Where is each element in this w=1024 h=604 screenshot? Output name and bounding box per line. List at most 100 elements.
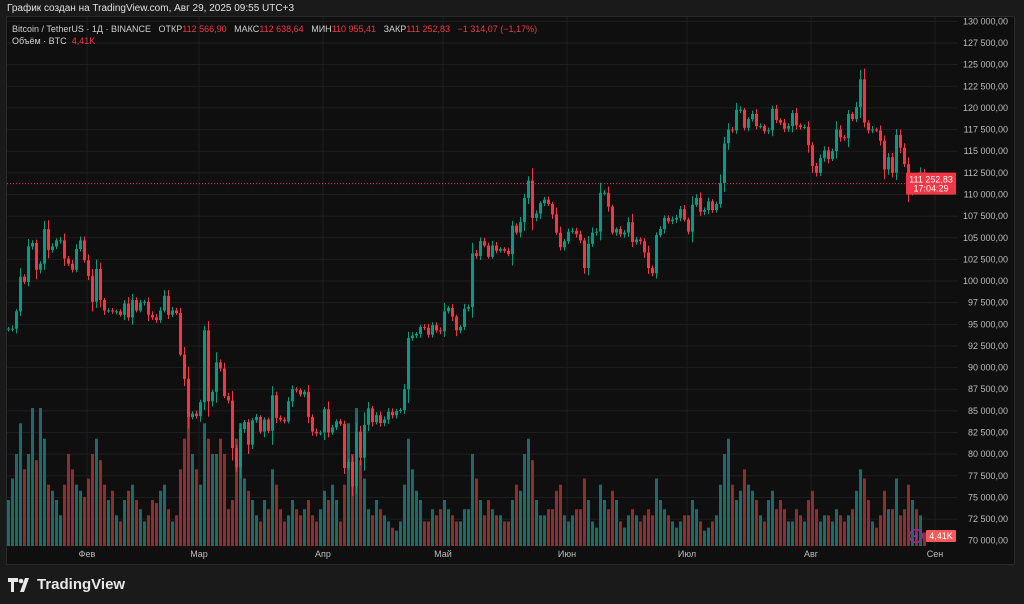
candle-body[interactable] bbox=[895, 134, 898, 173]
candle-body[interactable] bbox=[19, 276, 22, 312]
candle-body[interactable] bbox=[623, 232, 626, 235]
candle-body[interactable] bbox=[539, 203, 542, 214]
candle-body[interactable] bbox=[23, 276, 26, 282]
candle-body[interactable] bbox=[79, 240, 82, 250]
candle-body[interactable] bbox=[171, 310, 174, 315]
candle-body[interactable] bbox=[715, 204, 718, 211]
candle-body[interactable] bbox=[143, 301, 146, 303]
candle-body[interactable] bbox=[199, 402, 202, 417]
candle-body[interactable] bbox=[563, 241, 566, 248]
candle-body[interactable] bbox=[871, 129, 874, 131]
candle-body[interactable] bbox=[267, 419, 270, 431]
candle-body[interactable] bbox=[791, 113, 794, 127]
candle-body[interactable] bbox=[583, 240, 586, 269]
candle-body[interactable] bbox=[835, 129, 838, 152]
candle-body[interactable] bbox=[147, 301, 150, 315]
candle-body[interactable] bbox=[627, 222, 630, 233]
candle-body[interactable] bbox=[687, 219, 690, 232]
candle-body[interactable] bbox=[459, 326, 462, 331]
candle-body[interactable] bbox=[155, 317, 158, 320]
candle-body[interactable] bbox=[711, 201, 714, 211]
candle-body[interactable] bbox=[639, 239, 642, 242]
candle-body[interactable] bbox=[607, 192, 610, 207]
candle-body[interactable] bbox=[819, 158, 822, 173]
candle-body[interactable] bbox=[587, 243, 590, 269]
candle-body[interactable] bbox=[611, 206, 614, 233]
candle-body[interactable] bbox=[887, 157, 890, 170]
candle-body[interactable] bbox=[663, 217, 666, 230]
candle-body[interactable] bbox=[487, 245, 490, 257]
candle-body[interactable] bbox=[823, 150, 826, 159]
candle-body[interactable] bbox=[367, 408, 370, 425]
candle-body[interactable] bbox=[175, 310, 178, 314]
candle-body[interactable] bbox=[447, 307, 450, 312]
candle-body[interactable] bbox=[315, 431, 318, 434]
candle-body[interactable] bbox=[507, 250, 510, 255]
candle-body[interactable] bbox=[847, 113, 850, 139]
candle-body[interactable] bbox=[443, 311, 446, 332]
candle-body[interactable] bbox=[571, 230, 574, 232]
candle-body[interactable] bbox=[707, 201, 710, 211]
candle-body[interactable] bbox=[407, 338, 410, 390]
candle-body[interactable] bbox=[227, 396, 230, 401]
symbol-name[interactable]: Bitcoin / TetherUS · 1Д · BINANCE bbox=[12, 24, 151, 34]
candle-body[interactable] bbox=[111, 310, 114, 312]
candle-body[interactable] bbox=[235, 448, 238, 468]
candle-body[interactable] bbox=[107, 310, 110, 312]
candle-body[interactable] bbox=[303, 391, 306, 395]
candle-body[interactable] bbox=[659, 229, 662, 236]
candle-body[interactable] bbox=[735, 109, 738, 131]
candle-body[interactable] bbox=[63, 240, 66, 259]
candle-body[interactable] bbox=[211, 391, 214, 402]
candle-body[interactable] bbox=[559, 232, 562, 248]
candle-body[interactable] bbox=[131, 300, 134, 318]
candle-body[interactable] bbox=[603, 192, 606, 194]
candle-body[interactable] bbox=[327, 409, 330, 433]
candle-body[interactable] bbox=[247, 422, 250, 445]
candle-body[interactable] bbox=[575, 230, 578, 235]
candle-body[interactable] bbox=[555, 214, 558, 233]
candle-body[interactable] bbox=[243, 422, 246, 430]
candle-body[interactable] bbox=[435, 325, 438, 331]
candle-body[interactable] bbox=[191, 413, 194, 417]
candle-body[interactable] bbox=[87, 260, 90, 276]
candle-body[interactable] bbox=[179, 313, 182, 355]
candle-body[interactable] bbox=[475, 253, 478, 256]
candle-body[interactable] bbox=[263, 419, 266, 432]
candle-body[interactable] bbox=[67, 258, 70, 264]
candle-body[interactable] bbox=[903, 147, 906, 165]
candle-body[interactable] bbox=[695, 197, 698, 205]
candle-body[interactable] bbox=[379, 415, 382, 423]
candle-body[interactable] bbox=[295, 389, 298, 391]
candle-body[interactable] bbox=[39, 263, 42, 270]
candle-body[interactable] bbox=[59, 240, 62, 242]
candle-body[interactable] bbox=[451, 307, 454, 317]
candle-body[interactable] bbox=[15, 311, 18, 329]
candle-body[interactable] bbox=[183, 354, 186, 379]
candle-body[interactable] bbox=[899, 134, 902, 148]
candle-body[interactable] bbox=[259, 416, 262, 432]
candle-body[interactable] bbox=[231, 400, 234, 449]
candle-body[interactable] bbox=[83, 240, 86, 261]
candle-body[interactable] bbox=[31, 242, 34, 247]
candle-body[interactable] bbox=[119, 311, 122, 315]
candle-body[interactable] bbox=[647, 252, 650, 269]
candle-body[interactable] bbox=[743, 109, 746, 128]
candle-body[interactable] bbox=[399, 410, 402, 412]
candle-body[interactable] bbox=[355, 431, 358, 487]
candle-body[interactable] bbox=[499, 249, 502, 251]
candle-body[interactable] bbox=[95, 268, 98, 302]
candle-body[interactable] bbox=[515, 225, 518, 233]
candle-body[interactable] bbox=[655, 235, 658, 274]
candle-body[interactable] bbox=[519, 222, 522, 233]
candle-body[interactable] bbox=[71, 263, 74, 270]
candle-body[interactable] bbox=[75, 249, 78, 270]
candle-body[interactable] bbox=[811, 145, 814, 166]
candle-body[interactable] bbox=[679, 209, 682, 218]
volume-label[interactable]: Объём · BTC bbox=[12, 36, 67, 46]
candle-body[interactable] bbox=[843, 137, 846, 139]
candle-body[interactable] bbox=[751, 113, 754, 120]
candle-body[interactable] bbox=[219, 362, 222, 369]
candle-body[interactable] bbox=[415, 333, 418, 336]
